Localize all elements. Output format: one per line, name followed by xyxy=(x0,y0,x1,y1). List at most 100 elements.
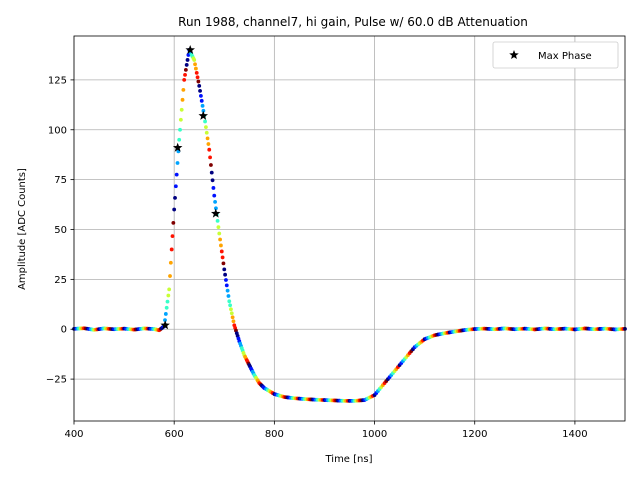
waveform-point xyxy=(183,68,188,72)
waveform-point xyxy=(196,79,201,84)
waveform-point xyxy=(225,288,230,293)
waveform-point xyxy=(173,184,178,189)
x-tick-label: 400 xyxy=(64,429,83,440)
waveform-point xyxy=(218,237,223,242)
y-tick-label: 50 xyxy=(54,225,67,236)
waveform-point xyxy=(183,73,187,77)
waveform-point xyxy=(199,93,203,98)
waveform-point xyxy=(206,142,211,146)
waveform-point xyxy=(198,88,202,93)
waveform-point xyxy=(229,311,234,316)
waveform-point xyxy=(220,255,225,260)
waveform-point xyxy=(195,75,200,80)
waveform-point xyxy=(204,125,208,129)
waveform-series xyxy=(72,48,627,403)
waveform-point xyxy=(166,293,171,298)
waveform-point xyxy=(175,161,180,165)
legend-box xyxy=(492,41,619,69)
waveform-point xyxy=(207,147,212,152)
y-tick-label: 125 xyxy=(48,75,67,86)
waveform-point xyxy=(197,83,202,88)
waveform-point xyxy=(209,163,213,167)
waveform-point xyxy=(177,137,182,142)
max-phase-marker xyxy=(185,44,195,55)
waveform-point xyxy=(192,58,197,62)
x-axis-ticks: 400 600 800 1000 1200 1400 xyxy=(64,421,588,440)
waveform-point xyxy=(193,62,197,67)
waveform-point xyxy=(174,172,179,177)
max-phase-series xyxy=(160,44,221,330)
waveform-point xyxy=(219,243,223,248)
max-phase-marker xyxy=(172,142,183,152)
waveform-point xyxy=(229,307,233,312)
waveform-point xyxy=(200,103,205,108)
waveform-point xyxy=(173,196,177,200)
waveform-point xyxy=(217,231,222,236)
x-tick-label: 1200 xyxy=(462,429,487,440)
legend-star xyxy=(509,50,519,60)
waveform-point xyxy=(185,58,190,62)
waveform-point xyxy=(172,207,177,212)
chart-title: Run 1988, channel7, hi gain, Pulse w/ 60… xyxy=(178,15,528,29)
waveform-point xyxy=(178,117,183,122)
max-phase-marker xyxy=(160,320,170,330)
waveform-point xyxy=(163,318,167,322)
waveform-point xyxy=(216,225,221,230)
x-axis-label: Time [ns] xyxy=(324,454,372,465)
waveform-point xyxy=(181,87,186,92)
y-tick-label: 75 xyxy=(54,175,67,186)
waveform-point xyxy=(178,127,182,132)
waveform-point xyxy=(226,294,231,298)
y-tick-label: −25 xyxy=(46,375,67,386)
waveform-point xyxy=(209,170,214,175)
waveform-point xyxy=(201,108,206,113)
y-tick-label: 25 xyxy=(54,275,67,286)
waveform-point xyxy=(184,63,189,67)
max-phase-marker xyxy=(198,110,208,120)
waveform-point xyxy=(163,312,168,316)
waveform-point xyxy=(168,274,172,278)
waveform-point xyxy=(205,136,210,141)
waveform-point xyxy=(211,186,216,190)
waveform-point xyxy=(215,218,220,223)
waveform-point xyxy=(228,303,233,308)
waveform-point xyxy=(203,119,207,124)
waveform-point xyxy=(193,66,198,71)
legend-label: Max Phase xyxy=(538,51,592,62)
waveform-point xyxy=(169,247,174,252)
waveform-point xyxy=(227,299,232,304)
waveform-point xyxy=(224,283,229,288)
waveform-point xyxy=(168,260,173,265)
x-tick-label: 600 xyxy=(165,429,184,440)
plot-frame xyxy=(73,35,626,422)
legend-star-icon xyxy=(509,50,519,60)
waveform-point xyxy=(171,220,176,225)
grid-lines xyxy=(73,36,625,421)
legend: Max Phase xyxy=(492,41,619,69)
y-axis-label: Amplitude [ADC Counts] xyxy=(17,168,28,290)
waveform-point xyxy=(179,107,184,112)
waveform-point xyxy=(182,77,187,82)
waveform-point xyxy=(164,305,169,310)
waveform-point xyxy=(230,315,235,320)
waveform-point xyxy=(221,261,226,266)
waveform-point xyxy=(222,267,227,272)
y-axis-ticks: −25 0 25 50 75 100 125 xyxy=(46,75,74,386)
waveform-point xyxy=(167,287,172,292)
max-phase-marker xyxy=(211,208,221,218)
waveform-point xyxy=(224,278,228,282)
waveform-point xyxy=(165,299,170,304)
waveform-point xyxy=(194,71,199,75)
waveform-point xyxy=(219,249,224,254)
x-tick-label: 1000 xyxy=(362,429,387,440)
x-tick-label: 1400 xyxy=(562,429,587,440)
y-tick-label: 100 xyxy=(48,125,67,136)
waveform-point xyxy=(204,130,209,135)
waveform-point xyxy=(223,272,228,277)
waveform-point xyxy=(231,319,236,324)
waveform-point xyxy=(214,206,218,211)
x-tick-label: 800 xyxy=(265,429,284,440)
waveform-point xyxy=(213,200,217,204)
waveform-point xyxy=(210,178,215,183)
